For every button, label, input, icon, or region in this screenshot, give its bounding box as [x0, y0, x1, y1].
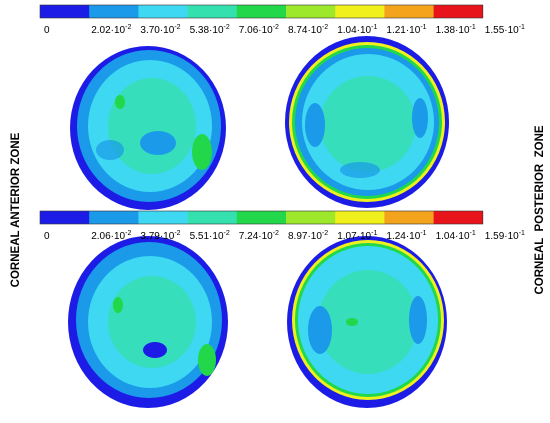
label-mantissa: 3.70·10 [140, 25, 174, 36]
label-mantissa: 3.79·10 [140, 231, 174, 242]
label-exponent: -1 [519, 230, 525, 237]
color-swatch [138, 211, 188, 224]
label-mantissa: 7.24·10 [239, 231, 273, 242]
colorbar-label: 5.38·10-2 [190, 24, 230, 36]
colorbar-label: 1.04·10-1 [337, 24, 377, 36]
contour-posterior-bottom [287, 236, 447, 408]
color-swatch [187, 211, 238, 224]
label-mantissa: 1.55·10 [485, 25, 519, 36]
label-exponent: -2 [174, 230, 180, 237]
colorbar-label: 1.21·10-1 [386, 24, 426, 36]
colorbar-label: 3.79·10-2 [140, 230, 180, 242]
contour-images [68, 36, 449, 408]
color-swatch [286, 5, 336, 18]
color-swatch [335, 211, 385, 224]
color-swatch [236, 211, 287, 224]
label-mantissa: 5.38·10 [190, 25, 224, 36]
colorbar-label: 5.51·10-2 [190, 230, 230, 242]
label-mantissa: 2.02·10 [91, 25, 125, 36]
colorbars: 0 2.02·10-2 3.70·10-2 5.38·10-2 7.06·10-2 8.7… [39, 4, 525, 242]
label-mantissa: 1.24·10 [386, 231, 420, 242]
label-exponent: -1 [470, 230, 476, 237]
label-exponent: -2 [125, 230, 131, 237]
label-exponent: -1 [371, 230, 377, 237]
colorbar-label: 1.38·10-1 [436, 24, 476, 36]
colorbar-frame [39, 210, 484, 225]
label-exponent: -2 [125, 24, 131, 31]
label-mantissa: 2.06·10 [91, 231, 125, 242]
colorbar-label: 0 [44, 25, 50, 36]
colorbar-label: 1.59·10-1 [485, 230, 525, 242]
label-exponent: -2 [174, 24, 180, 31]
color-swatch [286, 211, 336, 224]
label-mantissa: 8.97·10 [288, 231, 322, 242]
colorbar-label: 2.02·10-2 [91, 24, 131, 36]
label-exponent: -1 [519, 24, 525, 31]
contour-anterior-bottom [68, 236, 228, 408]
colorbar-frame [39, 4, 484, 19]
color-swatch [384, 211, 434, 224]
label-mantissa: 7.06·10 [239, 25, 273, 36]
label-exponent: -2 [322, 230, 328, 237]
label-mantissa: 1.04·10 [436, 231, 470, 242]
colorbar-label: 8.74·10-2 [288, 24, 328, 36]
color-swatch [433, 5, 484, 18]
colorbar-label: 1.04·10-1 [436, 230, 476, 242]
color-swatch [335, 5, 385, 18]
label-exponent: -2 [224, 230, 230, 237]
colorbar-label: 3.70·10-2 [140, 24, 180, 36]
contour-posterior-top [285, 36, 449, 208]
color-swatch [236, 5, 287, 18]
label-exponent: -1 [470, 24, 476, 31]
label-mantissa: 5.51·10 [190, 231, 224, 242]
color-swatch [433, 211, 484, 224]
label-exponent: -2 [224, 24, 230, 31]
label-exponent: -1 [420, 230, 426, 237]
colorbar-label: 7.06·10-2 [239, 24, 279, 36]
label-mantissa: 8.74·10 [288, 25, 322, 36]
color-swatch [89, 5, 139, 18]
label-mantissa: 1.21·10 [386, 25, 420, 36]
label-exponent: -1 [371, 24, 377, 31]
label-exponent: -2 [273, 230, 279, 237]
colorbar-label: 1.07·10-1 [337, 230, 377, 242]
color-swatch [40, 5, 90, 18]
label-mantissa: 1.59·10 [485, 231, 519, 242]
colorbar-label: 1.55·10-1 [485, 24, 525, 36]
color-swatch [89, 211, 139, 224]
label-mantissa: 1.07·10 [337, 231, 371, 242]
colorbar-label: 8.97·10-2 [288, 230, 328, 242]
label-exponent: -2 [322, 24, 328, 31]
label-mantissa: 0 [44, 231, 50, 242]
label-exponent: -1 [420, 24, 426, 31]
color-swatch [384, 5, 434, 18]
color-swatch [138, 5, 188, 18]
side-label-left: CORNEAL ANTERIOR ZONE [10, 132, 22, 287]
label-exponent: -2 [273, 24, 279, 31]
color-swatch [187, 5, 238, 18]
side-label-right: CORNEAL POSTERIOR ZONE [534, 125, 546, 294]
colorbar-label: 2.06·10-2 [91, 230, 131, 242]
colorbar-label: 1.24·10-1 [386, 230, 426, 242]
colorbar-label: 7.24·10-2 [239, 230, 279, 242]
label-mantissa: 0 [44, 25, 50, 36]
colorbar-label: 0 [44, 231, 50, 242]
label-mantissa: 1.38·10 [436, 25, 470, 36]
contour-anterior-top [70, 46, 226, 210]
color-swatch [40, 211, 90, 224]
label-mantissa: 1.04·10 [337, 25, 371, 36]
